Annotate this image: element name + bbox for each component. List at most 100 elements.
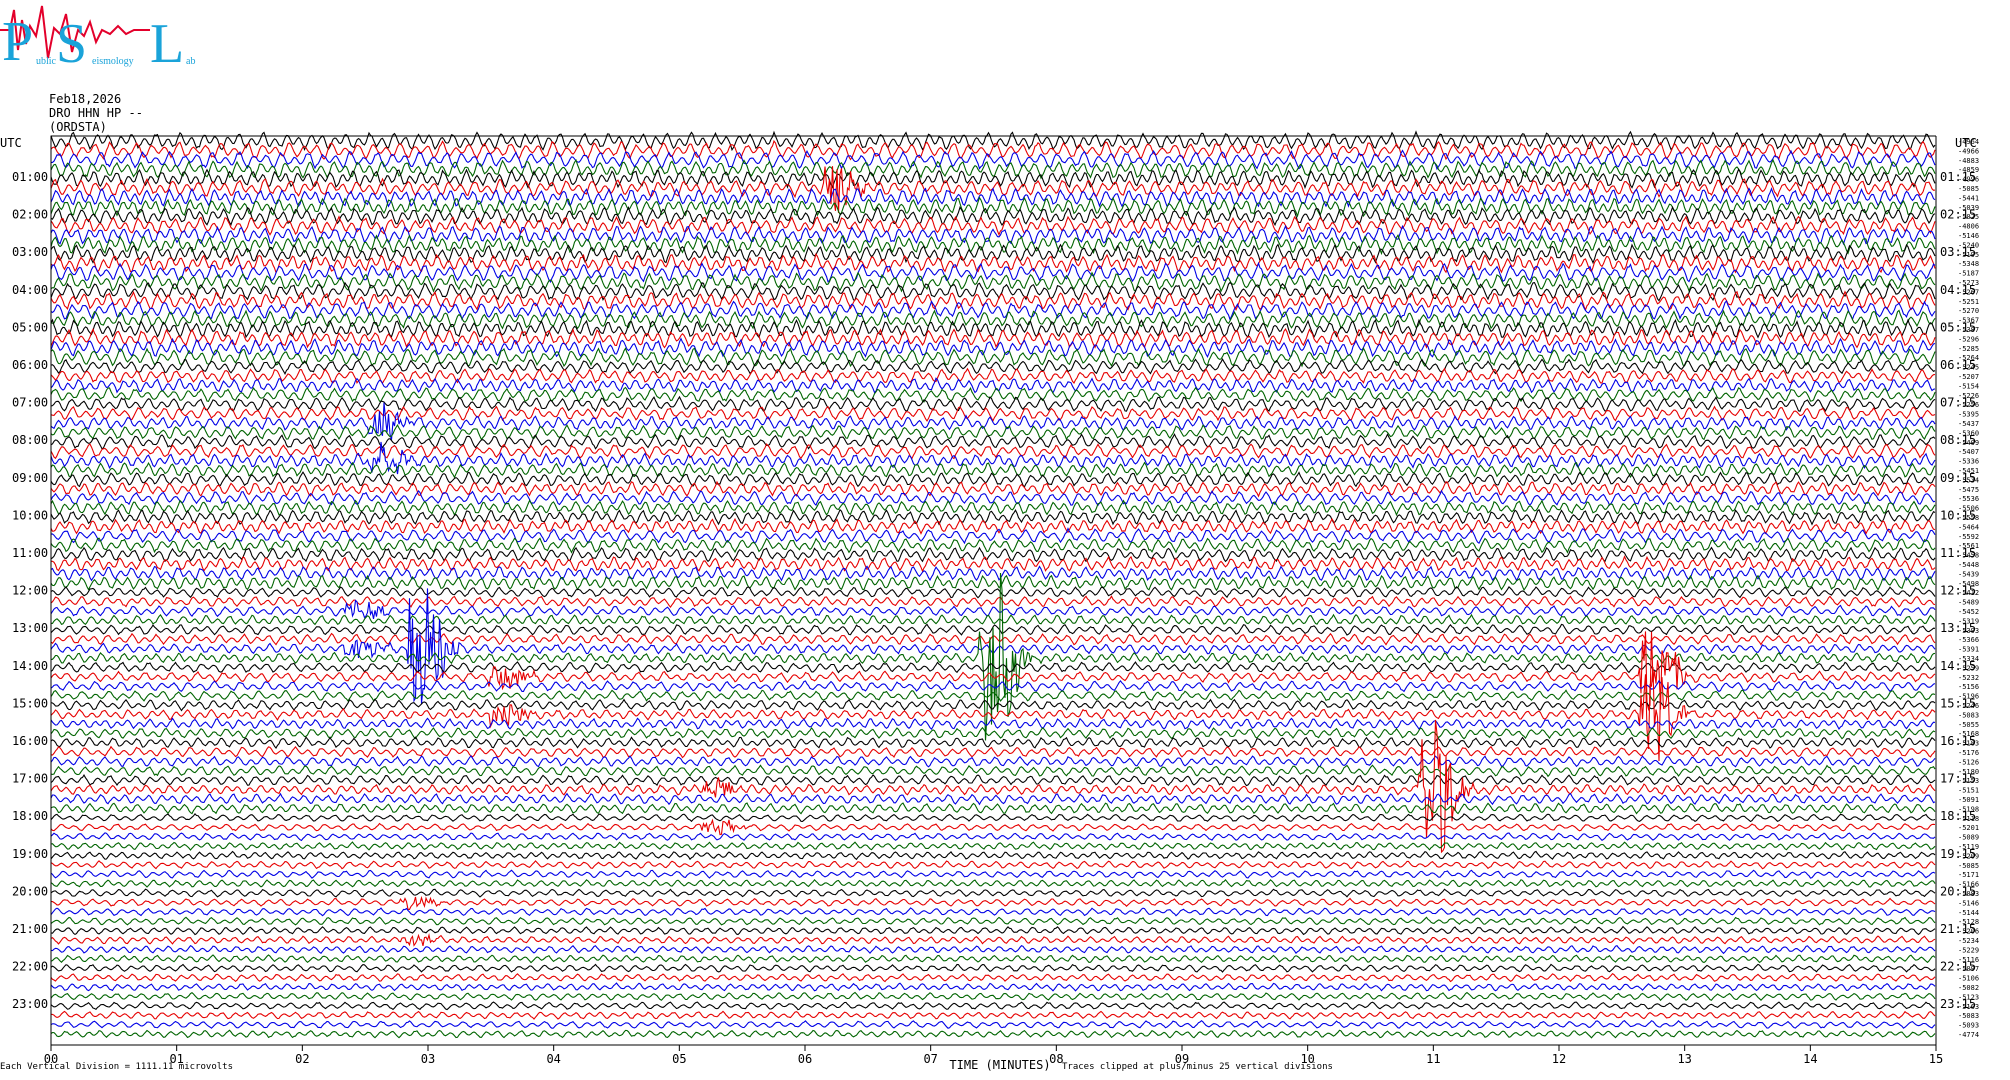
trace-offset-label: -5093 xyxy=(1958,1022,1979,1030)
seismic-trace xyxy=(50,300,1936,321)
seismic-trace xyxy=(50,1029,1936,1039)
seismic-trace xyxy=(50,168,1936,190)
trace-offset-label: -5558 xyxy=(1958,514,1979,522)
seismic-trace xyxy=(50,205,1936,227)
seismic-trace xyxy=(50,972,1936,983)
seismic-trace xyxy=(50,933,1936,947)
right-hour-label: 12:15 xyxy=(1940,584,1976,598)
trace-offset-label: -5395 xyxy=(1958,411,1979,419)
left-hour-label: 04:00 xyxy=(12,283,48,297)
trace-offset-label: -4774 xyxy=(1958,1031,1979,1039)
trace-offset-label: -5387 xyxy=(1958,326,1979,334)
seismic-trace xyxy=(50,358,1936,376)
right-axis-title: UTC xyxy=(1955,136,1977,150)
seismic-trace xyxy=(50,963,1936,973)
right-hour-label: 20:15 xyxy=(1940,884,1976,898)
trace-offset-label: -5153 xyxy=(1958,777,1979,785)
left-hour-label: 05:00 xyxy=(12,320,48,334)
x-tick-label: 07 xyxy=(923,1052,937,1066)
trace-offset-label: -5437 xyxy=(1958,420,1979,428)
right-hour-label: 23:15 xyxy=(1940,997,1976,1011)
header-station: DRO HHN HP -- xyxy=(49,106,143,120)
left-hour-label: 14:00 xyxy=(12,659,48,673)
logo-word-2: eismology xyxy=(92,56,134,67)
trace-offset-label: -5270 xyxy=(1958,307,1979,315)
seismic-trace xyxy=(50,667,1936,762)
trace-offset-label: -5409 xyxy=(1958,439,1979,447)
trace-offset-label: -5245 xyxy=(1958,364,1979,372)
left-hour-label: 11:00 xyxy=(12,546,48,560)
left-hour-label: 21:00 xyxy=(12,922,48,936)
right-hour-label: 13:15 xyxy=(1940,621,1976,635)
trace-offset-label: -5391 xyxy=(1958,646,1979,654)
seismic-trace xyxy=(50,907,1936,917)
trace-offset-label: -5367 xyxy=(1958,317,1979,325)
left-hour-label: 13:00 xyxy=(12,621,48,635)
right-hour-label: 05:15 xyxy=(1940,320,1976,334)
trace-offset-label: -5334 xyxy=(1958,655,1979,663)
trace-offset-label: -5118 xyxy=(1958,815,1979,823)
trace-offset-label: -5085 xyxy=(1958,862,1979,870)
seismic-trace xyxy=(50,991,1936,1002)
seismic-trace xyxy=(50,271,1936,293)
seismic-trace xyxy=(50,1001,1936,1011)
seismic-trace xyxy=(50,423,1936,441)
seismic-trace xyxy=(50,925,1936,936)
trace-offset-label: -5226 xyxy=(1958,392,1979,400)
right-hour-label: 19:15 xyxy=(1940,847,1976,861)
right-hour-label: 18:15 xyxy=(1940,809,1976,823)
left-hour-label: 23:00 xyxy=(12,997,48,1011)
right-hour-label: 06:15 xyxy=(1940,358,1976,372)
trace-offset-label: -4996 xyxy=(1958,176,1979,184)
seismic-trace xyxy=(50,252,1936,274)
trace-offset-label: -5452 xyxy=(1958,608,1979,616)
right-hour-label: 09:15 xyxy=(1940,471,1976,485)
x-tick-label: 06 xyxy=(798,1052,812,1066)
trace-offset-label: -5025 xyxy=(1958,213,1979,221)
seismic-trace xyxy=(50,982,1936,992)
seismic-trace xyxy=(50,754,1936,768)
seismic-trace xyxy=(50,327,1936,349)
trace-offset-label: -5348 xyxy=(1958,260,1979,268)
x-tick-label: 15 xyxy=(1929,1052,1943,1066)
trace-offset-label: -5273 xyxy=(1958,279,1979,287)
trace-offset-label: -5251 xyxy=(1958,298,1979,306)
x-tick-label: 01 xyxy=(169,1052,183,1066)
seismic-trace xyxy=(50,726,1936,740)
x-tick-label: 00 xyxy=(44,1052,58,1066)
trace-offset-label: -5264 xyxy=(1958,354,1979,362)
seismic-trace xyxy=(50,717,1936,731)
left-hour-label: 06:00 xyxy=(12,358,48,372)
x-tick-label: 09 xyxy=(1175,1052,1189,1066)
left-hour-label: 01:00 xyxy=(12,170,48,184)
x-tick-label: 12 xyxy=(1552,1052,1566,1066)
right-hour-label: 07:15 xyxy=(1940,396,1976,410)
trace-offset-label: -5083 xyxy=(1958,711,1979,719)
seismic-trace xyxy=(50,1010,1936,1020)
trace-offset-label: -5091 xyxy=(1958,796,1979,804)
seismic-trace xyxy=(50,215,1936,237)
seismic-trace xyxy=(50,139,1936,161)
right-hour-label: 17:15 xyxy=(1940,772,1976,786)
left-hour-label: 10:00 xyxy=(12,508,48,522)
trace-offset-label: -5246 xyxy=(1958,702,1979,710)
psl-logo: P S L ublic eismology ab xyxy=(0,5,195,72)
logo-letter-p: P xyxy=(2,11,33,72)
trace-offset-label: -5171 xyxy=(1958,871,1979,879)
seismic-trace xyxy=(50,309,1936,330)
left-hour-label: 20:00 xyxy=(12,884,48,898)
seismic-trace xyxy=(50,818,1936,836)
trace-offset-label: -5458 xyxy=(1958,552,1979,560)
trace-offset-label: -5146 xyxy=(1958,899,1979,907)
logo-word-3: ab xyxy=(186,56,195,67)
trace-offset-label: -5259 xyxy=(1958,664,1979,672)
trace-group xyxy=(50,130,1936,1039)
seismic-trace xyxy=(50,377,1936,394)
trace-offset-label: -5451 xyxy=(1958,467,1979,475)
seismic-trace xyxy=(50,224,1936,246)
seismic-trace xyxy=(50,461,1936,479)
left-hour-label: 09:00 xyxy=(12,471,48,485)
trace-offset-label: -5126 xyxy=(1958,758,1979,766)
seismic-trace xyxy=(50,719,1936,854)
